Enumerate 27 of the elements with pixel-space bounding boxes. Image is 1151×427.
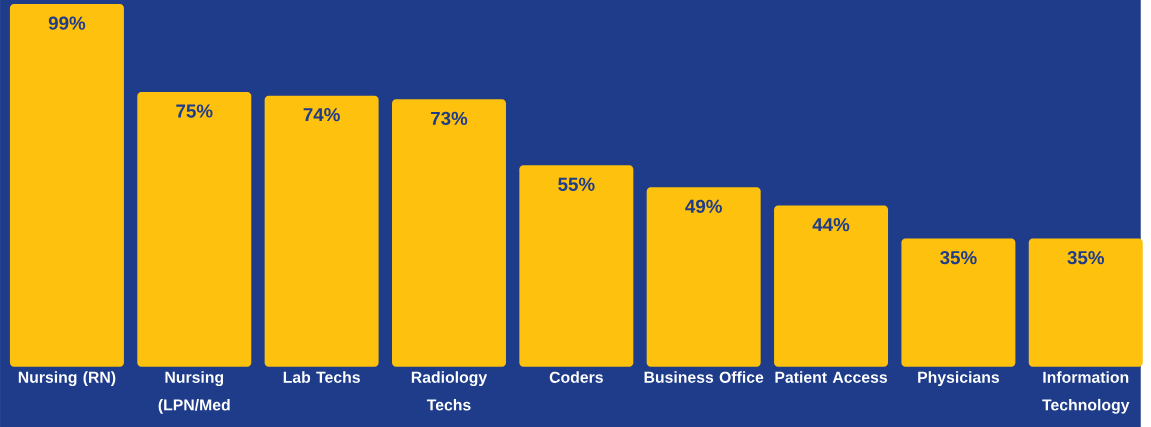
data-label: 99% xyxy=(48,16,86,30)
x-tick-label: Nursing (RN) xyxy=(18,371,116,386)
x-tick-label: Radiology Techs xyxy=(411,371,488,411)
bar xyxy=(901,238,1016,367)
data-label: 74% xyxy=(303,107,340,122)
data-label: 55% xyxy=(558,177,595,191)
bar xyxy=(519,165,634,367)
data-label: 35% xyxy=(1067,250,1105,265)
bar xyxy=(774,205,889,367)
x-tick-label: Lab Techs xyxy=(283,371,360,383)
bar xyxy=(264,95,379,367)
x-tick-label: Nursing (LPN/Med xyxy=(158,371,230,414)
data-label: 73% xyxy=(431,111,468,125)
x-tick-label: Patient Access xyxy=(775,371,888,383)
x-tick-label: Physicians xyxy=(918,371,1000,386)
data-label: 44% xyxy=(812,217,850,232)
bar xyxy=(137,91,252,367)
data-label: 75% xyxy=(176,104,213,118)
x-tick-label: Information Technology xyxy=(1042,371,1130,414)
bar xyxy=(392,99,506,367)
bar xyxy=(1028,238,1143,367)
data-label: 35% xyxy=(940,250,977,265)
x-tick-label: Business Office xyxy=(644,371,764,383)
x-tick-label: Coders xyxy=(549,371,603,383)
data-label: 49% xyxy=(685,199,722,213)
bar xyxy=(9,3,124,367)
bar xyxy=(646,187,761,367)
